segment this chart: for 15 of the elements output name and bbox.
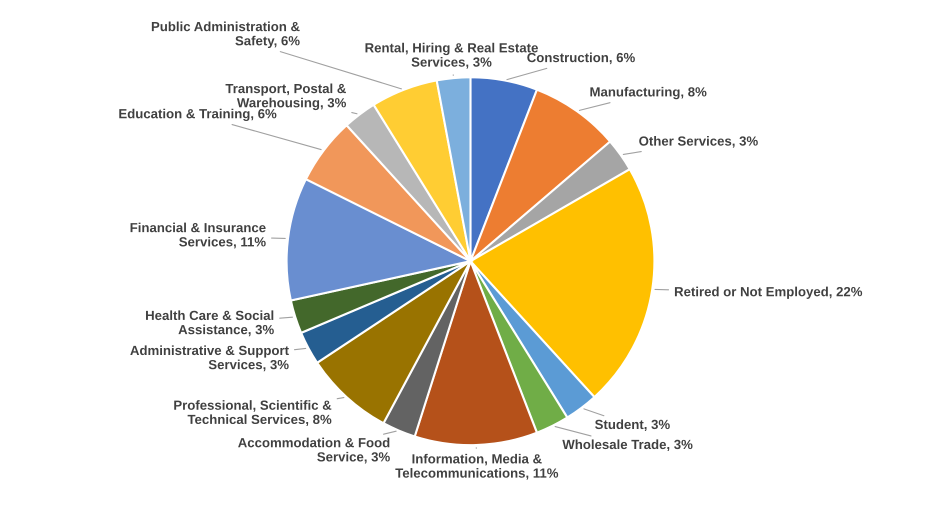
slice-label: Student, 3% [595,419,670,432]
slice-label: Public Administration & Safety, 6% [152,22,300,48]
slice-label: Information, Media & Telecommunications, 11% [395,454,558,480]
slice-label: Transport, Postal & Warehousing, 3% [226,84,346,110]
slice-label: Administrative & Support Services, 3% [130,345,289,372]
slice-label: Retired or Not Employed, 22% [674,286,862,299]
slice-label: Financial & Insurance Services, 11% [130,222,266,248]
slice-label: Health Care & Social Assistance, 3% [146,310,274,336]
slice-label: Professional, Scientific & Technical Services, 8% [174,400,332,426]
slice-label: Education & Training, 6% [119,108,276,122]
slice-label: Construction, 6% [527,52,635,64]
slice-label: Accommodation & Food Service, 3% [238,438,390,464]
slice-label: Wholesale Trade, 3% [562,439,693,452]
slice-label: Other Services, 3% [639,136,758,148]
slice-label: Manufacturing, 8% [590,86,706,100]
